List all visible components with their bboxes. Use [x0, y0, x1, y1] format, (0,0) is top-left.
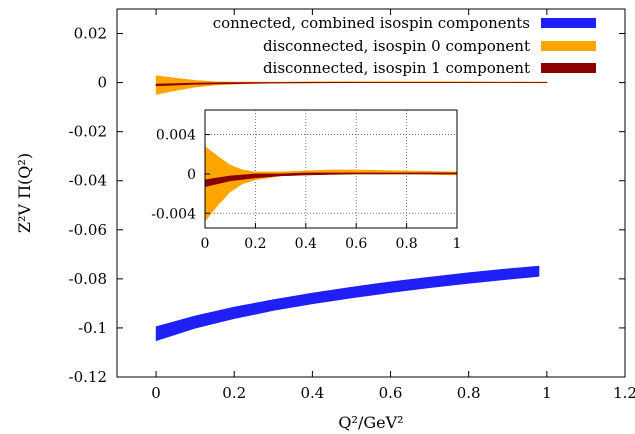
inset-frame [204, 109, 458, 229]
y-tick-label: -0.02 [69, 123, 107, 141]
inset-x-tick-label: 0.8 [395, 236, 417, 252]
legend-swatch-isospin0 [541, 41, 596, 51]
inset-x-tick-label: 0.6 [345, 236, 367, 252]
x-tick-label: 0 [151, 384, 161, 402]
x-tick-label: 0.4 [300, 384, 324, 402]
inset-x-tick-label: 0.2 [244, 236, 266, 252]
inset-x-tick-label: 0 [201, 236, 210, 252]
y-tick-label: -0.08 [69, 270, 107, 288]
main-series-layer [155, 75, 548, 342]
inset-y-tick-label: 0 [187, 167, 196, 183]
inset-band-isospin1 [205, 172, 457, 188]
x-tick-label: 1.2 [613, 384, 635, 402]
inset-y-tick-label: -0.004 [151, 206, 196, 222]
y-tick-label: 0.02 [74, 25, 107, 43]
legend-label-connected: connected, combined isospin components [213, 14, 530, 32]
main-axes: 0 0.2 0.4 0.6 0.8 1 1.2 0.02 0 -0.02 -0.04 -0.06 -0.… [69, 9, 635, 402]
inset-plot: 0 0.2 0.4 0.6 0.8 1 0.004 0 -0.004 [151, 109, 461, 252]
legend-label-isospin0: disconnected, isospin 0 component [263, 37, 530, 55]
legend-swatch-connected [541, 18, 596, 28]
y-tick-label: -0.12 [69, 368, 107, 386]
y-tick-label: -0.04 [69, 172, 107, 190]
x-axis-label: Q²/GeV² [338, 413, 403, 432]
band-isospin0 [155, 75, 548, 95]
x-tick-label: 0.2 [222, 384, 246, 402]
inset-x-tick-label: 0.4 [295, 236, 317, 252]
legend-label-isospin1: disconnected, isospin 1 component [263, 59, 530, 77]
inset-x-tick-label: 1 [453, 236, 462, 252]
band-isospin1 [155, 82, 548, 87]
y-tick-label: -0.06 [69, 221, 107, 239]
inset-background [205, 110, 457, 228]
inset-series-layer [205, 145, 457, 222]
plot-frame [116, 8, 626, 378]
band-connected [155, 265, 540, 342]
legend-swatch-isospin1 [541, 63, 596, 73]
inset-axes: 0 0.2 0.4 0.6 0.8 1 0.004 0 -0.004 [151, 128, 461, 252]
inset-y-tick-label: 0.004 [156, 128, 196, 144]
y-tick-label: 0 [97, 74, 107, 92]
y-axis-label: Z²V Π(Q²) [15, 153, 34, 233]
x-tick-label: 0.8 [457, 384, 481, 402]
inset-band-isospin0 [205, 145, 457, 222]
x-tick-label: 0.6 [379, 384, 403, 402]
y-tick-label: -0.1 [78, 319, 107, 337]
legend: connected, combined isospin components d… [213, 14, 596, 77]
x-tick-label: 1 [542, 384, 552, 402]
